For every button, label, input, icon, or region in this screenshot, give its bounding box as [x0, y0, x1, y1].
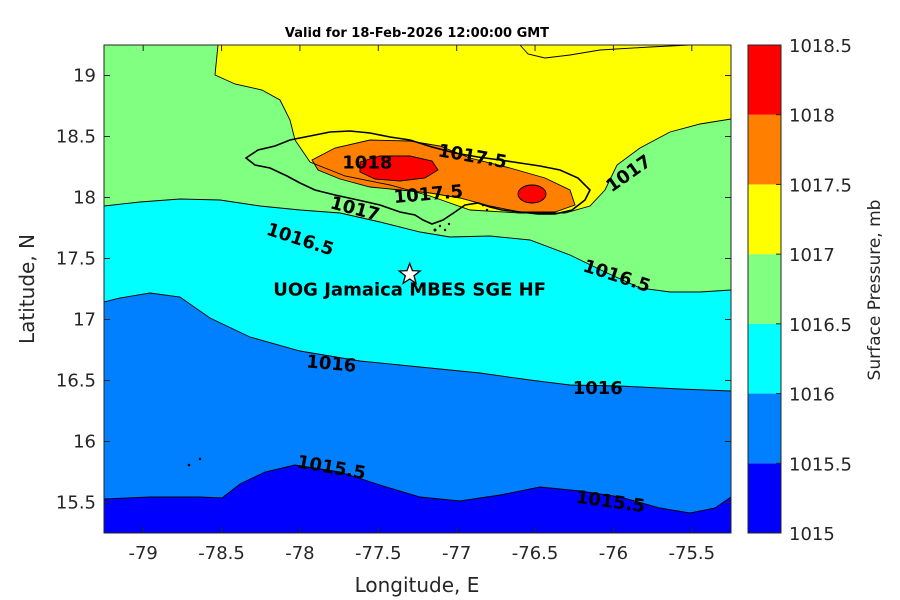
colorbar-tick-label: 1017.5: [789, 175, 852, 196]
y-axis-label: Latitude, N: [15, 234, 39, 344]
x-tick-label: -77.5: [355, 543, 402, 564]
y-tick-label: 17.5: [56, 249, 96, 270]
x-tick-label: -77: [442, 543, 471, 564]
y-axis: 15.5 16 16.5 17 17.5 18 18.5 19: [56, 66, 731, 514]
colorbar-swatch: [748, 45, 781, 115]
x-tick-label: -76: [599, 543, 628, 564]
colorbar-tick-label: 1016: [789, 385, 835, 406]
colorbar-swatch: [748, 114, 781, 185]
band-1018-a: [360, 156, 438, 181]
cays: [187, 203, 489, 467]
colorbar-label: Surface Pressure, mb: [865, 200, 885, 381]
colorbar-swatch: [748, 323, 781, 394]
colorbar-swatch: [748, 393, 781, 464]
x-tick-label: -78.5: [198, 543, 245, 564]
colorbar-tick-label: 1016.5: [789, 315, 852, 336]
y-tick-label: 16.5: [56, 371, 96, 392]
y-tick-label: 18: [73, 188, 96, 209]
x-tick-label: -78: [285, 543, 314, 564]
y-tick-label: 17: [73, 310, 96, 331]
colorbar-swatch: [748, 254, 781, 324]
plot-frame: [103, 44, 732, 534]
x-axis: -79 -78.5 -78 -77.5 -77 -76.5 -76 -75.5: [128, 45, 715, 564]
colorbar-frame: [747, 44, 782, 534]
band-1018-b: [518, 185, 546, 203]
colorbar-swatch: [748, 184, 781, 255]
x-axis-label: Longitude, E: [355, 573, 480, 597]
y-tick-label: 16: [73, 432, 96, 453]
colorbar-tick-label: 1018.5: [789, 36, 852, 57]
x-tick-label: -79: [128, 543, 157, 564]
colorbar-tick-label: 1015.5: [789, 454, 852, 475]
y-tick-label: 18.5: [56, 127, 96, 148]
colorbar-tick-label: 1017: [789, 245, 835, 266]
colorbar-tick-label: 1018: [789, 106, 835, 127]
x-tick-label: -76.5: [512, 543, 559, 564]
contour-lines: [104, 45, 731, 514]
x-tick-label: -75.5: [669, 543, 716, 564]
contour-label: 1016: [573, 378, 623, 399]
y-tick-label: 19: [73, 66, 96, 87]
colorbar-tick-label: 1015: [789, 524, 835, 545]
station-star-icon: [397, 261, 422, 285]
contour-map: [104, 45, 731, 533]
contour-label: 1018: [342, 152, 392, 173]
chart-title: Valid for 18-Feb-2026 12:00:00 GMT: [285, 26, 549, 41]
jamaica-coastline: [244, 130, 591, 225]
colorbar-swatch: [748, 463, 781, 533]
contour-label: 1016: [305, 351, 357, 376]
y-tick-label: 15.5: [56, 493, 96, 514]
colorbar: 1015 1015.5 1016 1016.5 1017 1017.5 1018 1018.5: [747, 36, 852, 545]
station-label: UOG Jamaica MBES SGE HF: [273, 279, 546, 300]
station-marker: UOG Jamaica MBES SGE HF: [273, 261, 546, 300]
